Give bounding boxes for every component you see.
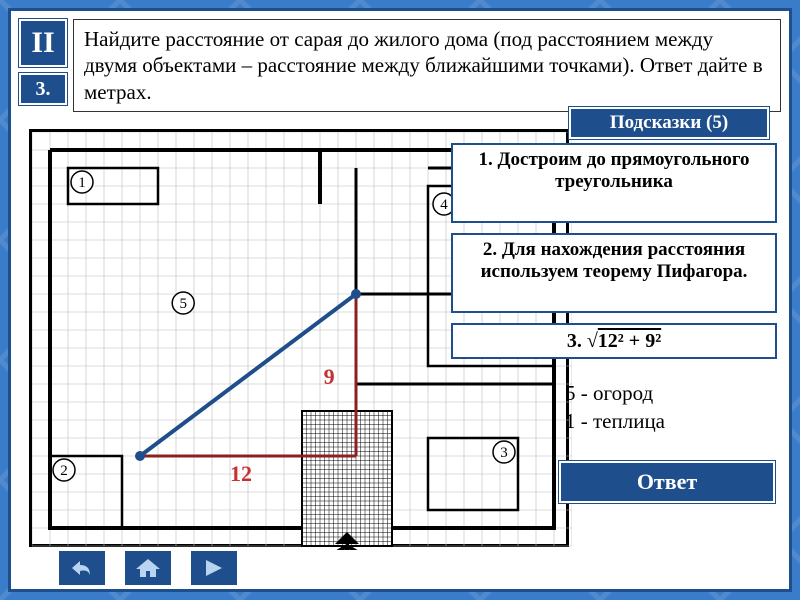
back-button[interactable] xyxy=(59,551,105,585)
legend: 5 - огород 1 - теплица xyxy=(565,379,765,436)
hints-button[interactable]: Подсказки (5) xyxy=(569,107,769,139)
main-frame: II 3. Найдите расстояние от сарая до жил… xyxy=(8,8,792,592)
hint-1: 1. Достроим до прямоугольного треугольни… xyxy=(451,143,777,223)
legend-line-2: 1 - теплица xyxy=(565,407,765,435)
hint3-prefix: 3. √ xyxy=(567,330,598,352)
svg-text:9: 9 xyxy=(324,364,335,389)
section-badge: II xyxy=(19,19,67,67)
svg-text:3: 3 xyxy=(500,445,508,461)
home-button[interactable] xyxy=(125,551,171,585)
home-icon xyxy=(134,557,162,579)
nav-controls xyxy=(59,551,237,585)
next-button[interactable] xyxy=(191,551,237,585)
answer-button[interactable]: Ответ xyxy=(559,461,775,503)
legend-line-1: 5 - огород xyxy=(565,379,765,407)
undo-icon xyxy=(68,557,96,579)
question-text: Найдите расстояние от сарая до жилого до… xyxy=(73,19,781,112)
svg-text:4: 4 xyxy=(440,197,448,213)
hint-3: 3. √12² + 9² xyxy=(451,323,777,359)
svg-text:2: 2 xyxy=(60,463,68,479)
svg-text:5: 5 xyxy=(179,296,187,312)
number-badge: 3. xyxy=(19,73,67,105)
hint-2: 2. Для нахождения расстояния используем … xyxy=(451,233,777,313)
hint3-expr: 12² + 9² xyxy=(598,330,661,352)
svg-text:12: 12 xyxy=(230,461,252,486)
svg-text:1: 1 xyxy=(78,175,86,191)
play-icon xyxy=(200,557,228,579)
